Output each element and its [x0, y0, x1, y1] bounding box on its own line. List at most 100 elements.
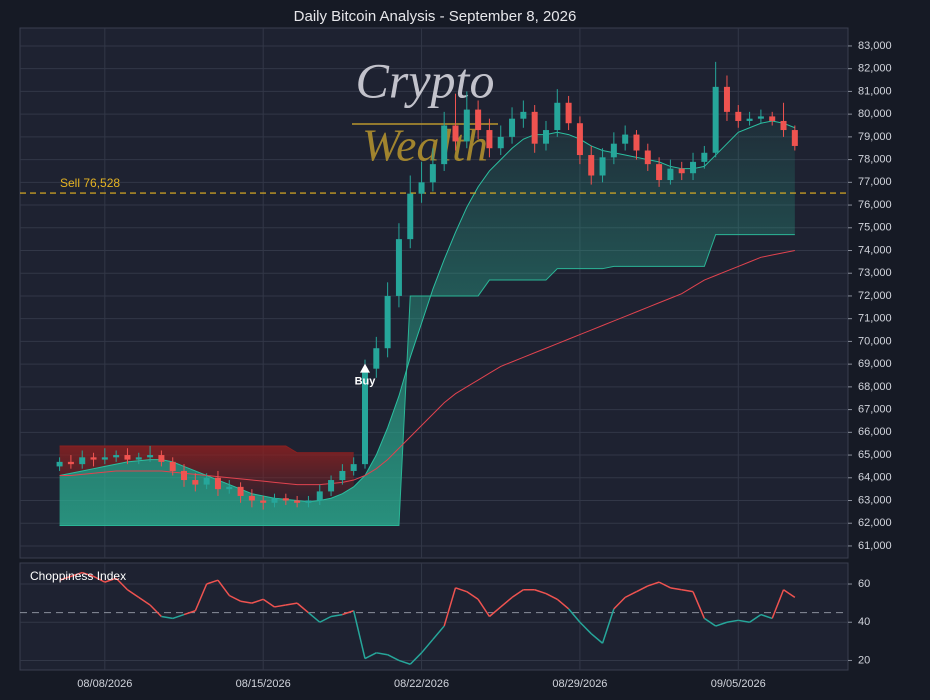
indicator-line: [738, 619, 750, 623]
candle-body: [316, 491, 323, 501]
y-tick-label: 80,000: [858, 108, 892, 120]
indicator-line: [500, 596, 513, 608]
y-tick-label: 72,000: [858, 290, 892, 302]
y-tick-label: 82,000: [858, 63, 892, 75]
sell-label: Sell 76,528: [60, 176, 120, 190]
candle-body: [667, 168, 674, 181]
indicator-line: [251, 598, 264, 604]
candle-body: [350, 464, 357, 471]
candle-body: [441, 125, 448, 165]
indicator-line: [636, 585, 649, 593]
indicator-line: [568, 608, 581, 623]
band-line: [59, 445, 354, 454]
band-line: [59, 234, 795, 526]
y-tick-label: 62,000: [858, 517, 892, 529]
indicator-line: [579, 621, 592, 635]
candle-body: [384, 295, 391, 349]
candle-body: [452, 125, 459, 142]
indicator-line: [149, 604, 162, 618]
indicator-line: [420, 638, 434, 654]
candle-body: [407, 193, 414, 240]
watermark-text: Crypto: [356, 52, 495, 108]
y-tick-label: 67,000: [858, 403, 892, 415]
candle-body: [124, 455, 131, 460]
chart-title: Daily Bitcoin Analysis - September 8, 20…: [294, 8, 577, 25]
candle-body: [260, 500, 267, 503]
indicator-line: [409, 652, 423, 665]
candle-body: [678, 168, 685, 174]
candle-body: [214, 477, 221, 490]
indicator-line: [681, 589, 694, 593]
y-tick-label: 68,000: [858, 381, 892, 393]
indicator-line: [783, 589, 796, 599]
candle-body: [486, 130, 493, 149]
indicator-line: [760, 613, 773, 620]
indicator-line: [194, 583, 208, 612]
candle-body: [531, 111, 538, 144]
indicator-line: [228, 594, 241, 602]
indicator-line: [477, 598, 491, 617]
indicator-line: [240, 600, 253, 604]
indicator-line: [488, 606, 502, 618]
indicator-line: [387, 654, 400, 662]
candle-body: [509, 118, 516, 137]
candle-body: [610, 143, 617, 158]
indicator-line: [206, 579, 219, 585]
indicator-line: [398, 659, 411, 665]
indicator-panel: [19, 562, 849, 671]
y-tick-label: 83,000: [858, 40, 892, 52]
y-tick-label: 76,000: [858, 199, 892, 211]
candle-body: [169, 461, 176, 471]
x-tick-label: 08/08/2026: [77, 678, 132, 690]
candle-body: [226, 486, 233, 490]
candle-body: [158, 455, 165, 462]
candle-body: [588, 155, 595, 176]
indicator-line: [81, 571, 94, 578]
indicator-line: [183, 610, 196, 616]
indicator-line: [352, 610, 366, 659]
indicator-line: [364, 652, 377, 660]
y-tick-label: 65,000: [858, 449, 892, 461]
candle-body: [271, 498, 278, 503]
candle-body: [656, 164, 663, 181]
candle-body: [181, 470, 188, 481]
candle-body: [373, 348, 380, 369]
candle-body: [67, 461, 74, 465]
buy-label: Buy: [355, 376, 377, 388]
candle-body: [475, 109, 482, 131]
candle-body: [463, 109, 470, 142]
candle-body: [79, 457, 86, 465]
candle-body: [339, 470, 346, 481]
candle-body: [56, 461, 63, 467]
candle-body: [362, 368, 368, 465]
indicator-line: [262, 598, 275, 608]
buy-marker: [360, 363, 370, 373]
candle-body: [328, 480, 335, 492]
y-tick-label: 60: [858, 578, 870, 590]
y-tick-label: 77,000: [858, 176, 892, 188]
indicator-line: [726, 619, 739, 623]
y-tick-label: 40: [858, 616, 870, 628]
plot-layer: 08/08/2026 08/15/2026 08/22/2026 08/29/2026…: [20, 40, 892, 690]
candle-body: [712, 86, 719, 153]
candle-body: [113, 455, 120, 458]
candle-body: [599, 157, 606, 176]
candle-body: [192, 480, 199, 485]
y-tick-label: 81,000: [858, 85, 892, 97]
candle-body: [395, 239, 402, 296]
candle-body: [780, 120, 787, 131]
y-tick-label: 66,000: [858, 426, 892, 438]
candle-body: [769, 116, 776, 121]
candle-body: [282, 498, 289, 501]
indicator-line: [432, 625, 445, 640]
indicator-line: [715, 621, 728, 627]
candle-body: [203, 477, 210, 485]
y-tick-label: 63,000: [858, 494, 892, 506]
indicator-line: [511, 589, 524, 599]
indicator-line: [59, 575, 72, 581]
candle-body: [723, 86, 730, 112]
indicator-line: [70, 571, 83, 578]
x-tick-label: 08/29/2026: [552, 678, 607, 690]
indicator-line: [376, 652, 388, 656]
